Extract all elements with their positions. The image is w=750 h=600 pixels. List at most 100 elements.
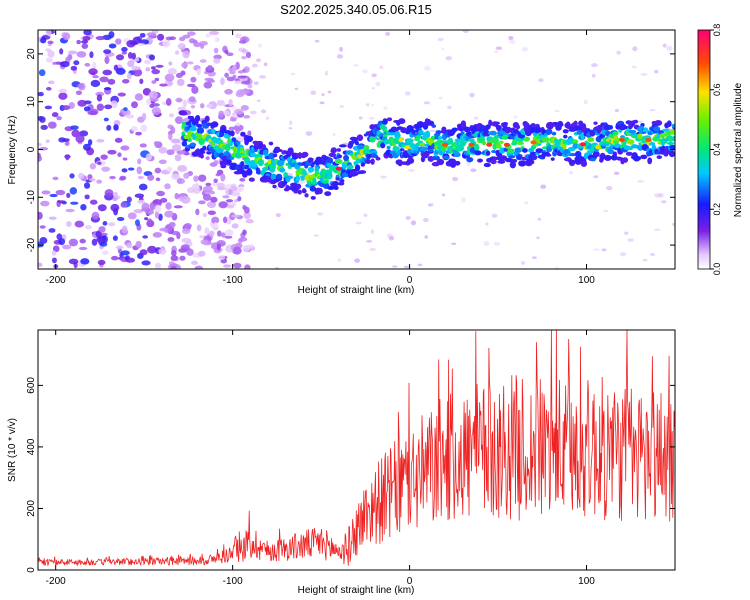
heat-band-1189 [338, 144, 347, 148]
heat-noise-422 [110, 100, 118, 109]
heat-band-1172 [332, 180, 339, 187]
heat-faint-738 [249, 243, 254, 249]
heat-noise-105 [41, 190, 51, 195]
heat-noise-43 [235, 33, 242, 39]
heat-noise-550 [83, 30, 92, 36]
heat-noise-548 [242, 229, 247, 236]
heat-band-1101 [304, 193, 309, 198]
heat-noise-324 [234, 80, 243, 85]
heat-band-1871 [628, 129, 637, 134]
heat-band-1229 [357, 135, 364, 140]
heat-band-1007 [262, 166, 270, 171]
heat-noise-626 [75, 134, 85, 143]
heat-noise-555 [73, 60, 80, 66]
heat-band-1168 [330, 149, 336, 153]
heat-noise-447 [152, 200, 159, 204]
heat-noise-619 [83, 143, 91, 151]
heat-faint-713 [241, 49, 249, 54]
heat-band-1023 [269, 166, 276, 173]
heat-noise-398 [39, 116, 46, 124]
snr-x-tick-label-2: 0 [407, 576, 413, 587]
heat-noise-15 [158, 159, 167, 164]
heat-noise-587 [48, 216, 57, 220]
heat-band-1508 [474, 150, 482, 156]
heat-faint-672 [362, 69, 368, 74]
heat-faint-718 [640, 73, 648, 76]
heat-band-1221 [354, 140, 359, 146]
heat-noise-376 [193, 175, 199, 182]
heat-noise-114 [136, 166, 143, 175]
heat-noise-564 [207, 79, 216, 83]
heat-noise-516 [220, 232, 226, 238]
heat-noise-384 [162, 39, 171, 48]
heat-noise-568 [237, 196, 242, 202]
heat-noise-453 [57, 200, 66, 204]
heat-noise-624 [96, 94, 103, 102]
heat-noise-582 [151, 103, 160, 107]
heat-noise-429 [120, 250, 130, 256]
heat-noise-396 [213, 57, 221, 64]
heat-band-839 [189, 126, 197, 132]
heat-band-1080 [295, 183, 302, 190]
heat-faint-694 [473, 116, 479, 120]
snr-x-ticks: -200 -100 0 100 [46, 330, 595, 587]
heat-noise-142 [64, 140, 70, 146]
colorbar-ticks: 0.0 0.2 0.4 0.6 0.8 [710, 24, 722, 275]
heat-noise-219 [47, 121, 57, 129]
heat-band-962 [244, 164, 251, 170]
heat-band-1630 [529, 159, 535, 165]
heat-band-1966 [671, 135, 675, 142]
heat-band-853 [196, 123, 203, 128]
heat-noise-280 [202, 193, 212, 201]
heat-band-851 [196, 126, 205, 134]
heat-band-856 [198, 138, 205, 146]
heat-noise-437 [174, 192, 180, 200]
heat-noise-615 [245, 219, 254, 224]
heat-noise-330 [145, 67, 151, 72]
heat-noise-298 [244, 264, 251, 269]
heat-band-1407 [432, 155, 440, 161]
heat-noise-524 [139, 143, 147, 148]
heat-band-1693 [553, 138, 559, 144]
heat-band-1092 [300, 177, 305, 181]
heat-band-1536 [488, 119, 493, 127]
heat-band-1124 [310, 181, 318, 185]
heat-band-1561 [497, 159, 506, 164]
x-tick-label-0: -200 [46, 275, 66, 286]
heat-noise-508 [52, 176, 59, 181]
heat-noise-156 [144, 217, 149, 221]
heat-band-1471 [460, 131, 465, 135]
heat-noise-306 [75, 90, 83, 96]
heat-band-1360 [414, 149, 420, 155]
heat-noise-35 [243, 211, 251, 220]
heat-noise-214 [91, 211, 100, 220]
heat-band-1017 [268, 141, 274, 146]
heat-noise-636 [89, 178, 96, 182]
heat-band-1770 [587, 137, 595, 143]
heat-noise-520 [120, 202, 128, 208]
heat-band-1343 [404, 145, 412, 150]
snr-y-tick-label-2: 400 [26, 438, 37, 455]
heat-band-848 [194, 115, 201, 122]
heat-noise-301 [115, 38, 122, 45]
heat-band-1969 [671, 123, 675, 128]
heat-noise-599 [112, 197, 118, 202]
heat-faint-806 [354, 258, 361, 263]
snr-y-tick-label-1: 200 [26, 500, 37, 517]
heat-noise-229 [238, 40, 247, 44]
heat-band-888 [210, 121, 219, 128]
heat-noise-247 [51, 257, 57, 264]
heat-noise-391 [127, 51, 133, 59]
heat-band-1272 [376, 142, 382, 148]
heat-noise-13 [101, 166, 111, 172]
colorbar-tick-label-1: 0.2 [712, 203, 722, 216]
spectrogram-y-ticks: -20 -10 0 10 20 [26, 48, 675, 252]
heat-noise-594 [176, 178, 186, 185]
heat-noise-539 [232, 64, 237, 73]
heat-noise-128 [87, 139, 93, 146]
heat-noise-501 [58, 92, 68, 100]
heat-noise-502 [60, 61, 70, 68]
heat-noise-49 [225, 216, 232, 225]
heat-noise-536 [40, 200, 50, 207]
heat-noise-424 [186, 83, 196, 88]
